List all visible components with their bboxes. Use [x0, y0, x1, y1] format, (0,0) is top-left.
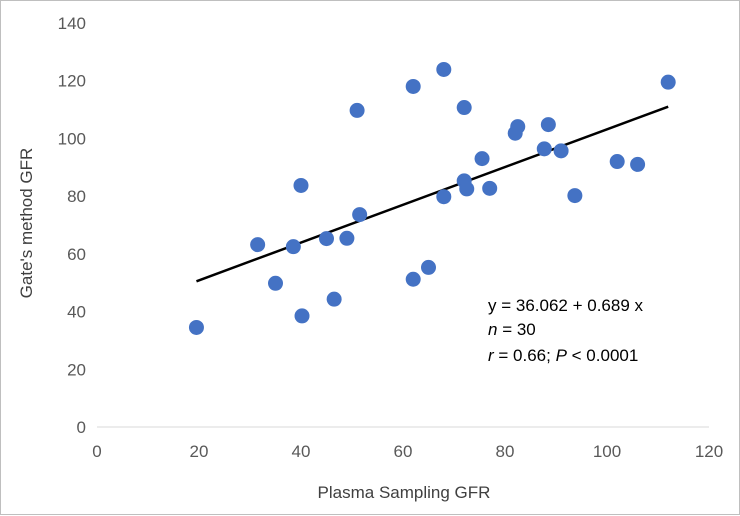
- data-point: [630, 156, 646, 172]
- data-point: [540, 117, 556, 133]
- data-point: [285, 239, 301, 255]
- data-point: [436, 189, 452, 205]
- data-point: [326, 291, 342, 307]
- y-tick-label: 100: [58, 129, 86, 148]
- x-tick-label: 100: [593, 442, 621, 461]
- n-variable: n: [488, 320, 497, 339]
- trendline: [196, 105, 669, 283]
- correlation-annotation: r = 0.66; P < 0.0001: [488, 346, 638, 365]
- x-tick-labels: 0 20 40 60 80 100 120: [92, 442, 723, 461]
- x-axis-title: Plasma Sampling GFR: [318, 483, 491, 502]
- data-point: [293, 177, 309, 193]
- data-point: [405, 271, 421, 287]
- data-point: [294, 308, 310, 324]
- n-value: = 30: [497, 320, 535, 339]
- data-point: [609, 154, 625, 170]
- data-point: [268, 275, 283, 291]
- data-point: [456, 100, 472, 116]
- p-variable: P: [556, 346, 568, 365]
- sample-size-annotation: n = 30: [488, 320, 536, 339]
- data-point: [319, 231, 334, 247]
- y-tick-label: 0: [77, 418, 86, 437]
- y-tick-label: 60: [67, 245, 86, 264]
- p-value: < 0.0001: [567, 346, 638, 365]
- y-tick-labels: 0 20 40 60 80 100 120 140: [58, 14, 86, 437]
- data-point: [567, 188, 583, 204]
- data-point: [553, 143, 569, 159]
- r-variable: r: [488, 346, 495, 365]
- y-tick-label: 80: [67, 187, 86, 206]
- y-axis-title: Gate's method GFR: [17, 148, 36, 299]
- y-tick-label: 20: [67, 360, 86, 379]
- data-point: [459, 181, 475, 197]
- data-point: [352, 207, 368, 223]
- x-tick-label: 20: [190, 442, 209, 461]
- x-tick-label: 120: [695, 442, 723, 461]
- x-tick-label: 40: [292, 442, 311, 461]
- data-point: [339, 230, 355, 246]
- data-point: [482, 180, 498, 196]
- x-tick-label: 80: [496, 442, 515, 461]
- data-point: [188, 319, 204, 335]
- data-point: [421, 259, 436, 275]
- data-point: [349, 102, 365, 118]
- data-point: [510, 119, 526, 135]
- data-point: [536, 141, 552, 157]
- x-tick-label: 0: [92, 442, 101, 461]
- data-points: [188, 61, 676, 335]
- r-value: = 0.66;: [494, 346, 556, 365]
- data-point: [436, 61, 452, 77]
- regression-equation: y = 36.062 + 0.689 x: [488, 296, 644, 315]
- y-tick-label: 120: [58, 72, 86, 91]
- y-tick-label: 40: [67, 303, 86, 322]
- x-tick-label: 60: [394, 442, 413, 461]
- data-point: [660, 74, 676, 90]
- data-point: [474, 151, 490, 167]
- y-tick-label: 140: [58, 14, 86, 33]
- data-point: [250, 237, 266, 253]
- data-point: [405, 78, 421, 94]
